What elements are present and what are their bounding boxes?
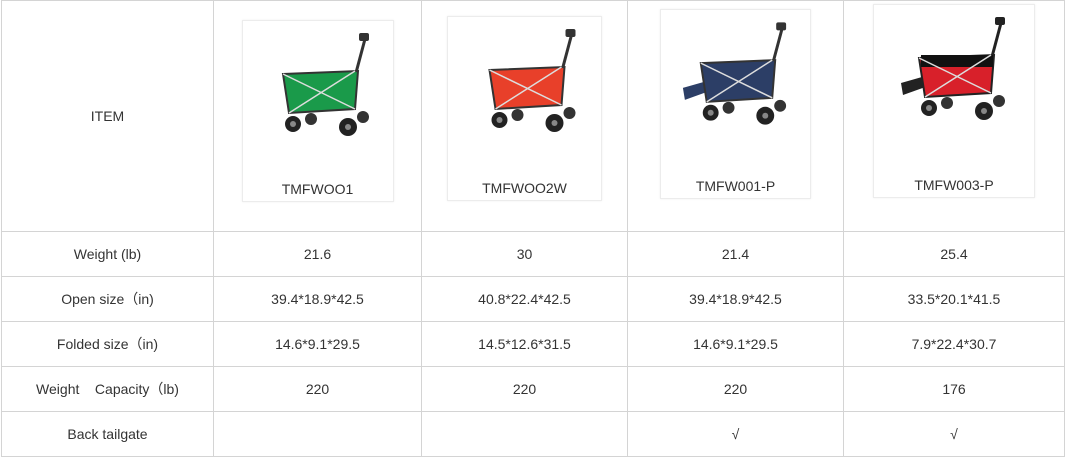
spec-value: √ [627, 411, 844, 457]
product-image-frame: TMFWOO2W [447, 15, 602, 201]
product-cell: TMFW001-P [627, 0, 844, 232]
navy-folding-wagon-with-tailgate-image [682, 22, 787, 125]
spec-value [213, 411, 422, 457]
spec-value: 176 [843, 366, 1065, 412]
product-cell: TMFW003-P [843, 0, 1065, 232]
product-cell: TMFWOO1 [213, 0, 422, 232]
spec-label: Weight (lb) [1, 231, 214, 277]
product-image-frame: TMFW003-P [873, 4, 1035, 198]
spec-value: 14.5*12.6*31.5 [421, 321, 628, 367]
spec-value: 21.6 [213, 231, 422, 277]
product-model: TMFWOO2W [482, 179, 567, 196]
spec-value: 21.4 [627, 231, 844, 277]
spec-value: 33.5*20.1*41.5 [843, 276, 1065, 322]
item-header: ITEM [1, 0, 214, 232]
product-image-frame: TMFWOO1 [241, 20, 394, 202]
spec-value: 220 [421, 366, 628, 412]
spec-row: Weight Capacity（lb) 220 220 220 176 [1, 366, 1065, 412]
spec-value: 39.4*18.9*42.5 [213, 276, 422, 322]
product-image-frame: TMFW001-P [660, 9, 811, 199]
spec-value: 7.9*22.4*30.7 [843, 321, 1065, 367]
red-folding-wagon-image [488, 28, 576, 132]
product-cell: TMFWOO2W [421, 0, 628, 232]
spec-label: Back tailgate [1, 411, 214, 457]
spec-value: 220 [627, 366, 844, 412]
spec-value [421, 411, 628, 457]
spec-label: Open size（in) [1, 276, 214, 322]
product-model: TMFWOO1 [281, 181, 354, 197]
spec-value: 39.4*18.9*42.5 [627, 276, 844, 322]
spec-value: 40.8*22.4*42.5 [421, 276, 628, 322]
header-row: ITEM TMFWOO1 TMFWOO2W TMFW001-P TMFW003-… [1, 0, 1065, 232]
spec-row: Weight (lb) 21.6 30 21.4 25.4 [1, 231, 1065, 277]
spec-value: 14.6*9.1*29.5 [213, 321, 422, 367]
green-folding-wagon-image [281, 33, 369, 136]
product-model: TMFW001-P [695, 178, 776, 194]
spec-row: Folded size（in) 14.6*9.1*29.5 14.5*12.6*31… [1, 321, 1065, 367]
spec-value: 30 [421, 231, 628, 277]
spec-value: 220 [213, 366, 422, 412]
product-model: TMFW003-P [914, 177, 994, 193]
red-black-folding-wagon-with-tailgate-image [901, 17, 1005, 120]
spec-value: 25.4 [843, 231, 1065, 277]
spec-value: √ [843, 411, 1065, 457]
spec-value: 14.6*9.1*29.5 [627, 321, 844, 367]
spec-row: Back tailgate √ √ [1, 411, 1065, 457]
spec-row: Open size（in) 39.4*18.9*42.5 40.8*22.4*42.… [1, 276, 1065, 322]
spec-label: Folded size（in) [1, 321, 214, 367]
spec-label: Weight Capacity（lb) [1, 366, 214, 412]
